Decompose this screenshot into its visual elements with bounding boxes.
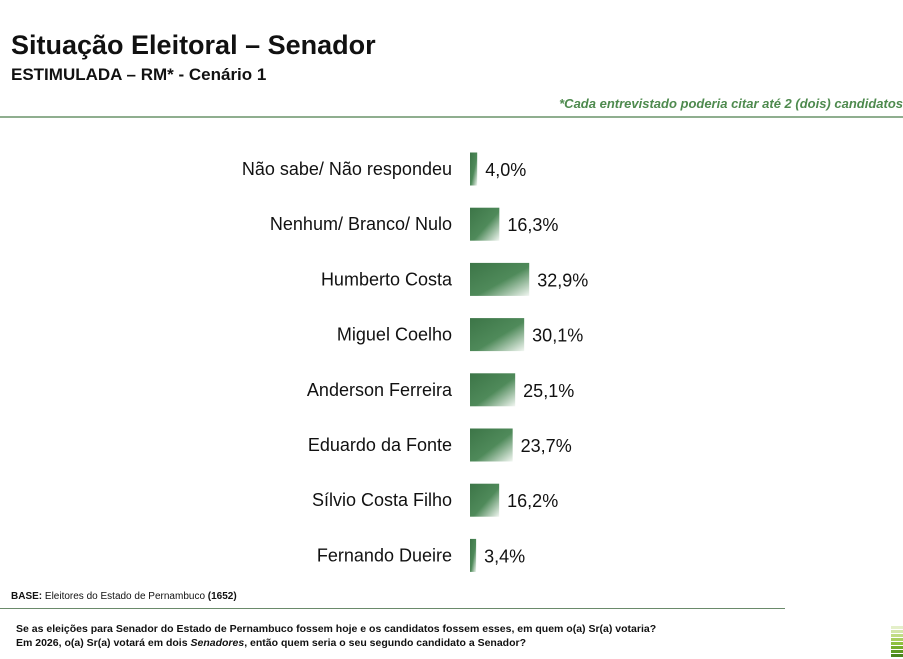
data-label: 32,9% <box>537 270 588 290</box>
question-line-2-emphasis: Senadores <box>190 637 245 649</box>
question-line-1: Se as eleições para Senador do Estado de… <box>16 623 657 635</box>
data-label: 3,4% <box>484 546 525 566</box>
data-label: 25,1% <box>523 381 574 401</box>
base-label: BASE: <box>11 591 43 602</box>
question-line-2-end: , então quem seria o seu segundo candida… <box>244 637 526 649</box>
category-label: Eduardo da Fonte <box>308 435 452 455</box>
data-label: 16,2% <box>507 491 558 511</box>
page-subtitle: ESTIMULADA – RM* - Cenário 1 <box>11 65 267 84</box>
bar <box>470 207 500 241</box>
page-title: Situação Eleitoral – Senador <box>11 30 376 60</box>
category-label: Anderson Ferreira <box>307 380 453 400</box>
data-label: 16,3% <box>507 215 558 235</box>
bar <box>470 373 516 407</box>
bar <box>470 538 477 572</box>
corner-logo-icon <box>891 626 903 657</box>
bar <box>470 152 478 186</box>
footnote-note: *Cada entrevistado poderia citar até 2 (… <box>559 96 903 111</box>
data-label: 30,1% <box>532 326 583 346</box>
category-label: Miguel Coelho <box>337 325 452 345</box>
base-count: (1652) <box>207 591 237 602</box>
bar <box>470 428 513 462</box>
base-text: Eleitores do Estado de Pernambuco <box>42 591 208 602</box>
bar-chart: Não sabe/ Não respondeu 4,0% Nenhum/ Branc… <box>242 152 588 572</box>
base-info: BASE: Eleitores do Estado de Pernambuco … <box>11 591 237 602</box>
header-divider <box>0 116 903 118</box>
bar <box>470 318 525 352</box>
category-label: Nenhum/ Branco/ Nulo <box>270 214 452 234</box>
bar <box>470 262 530 296</box>
category-label: Sílvio Costa Filho <box>312 490 452 510</box>
question-line-2: Em 2026, o(a) Sr(a) votará em dois Senad… <box>16 636 656 650</box>
category-label: Fernando Dueire <box>317 545 452 565</box>
category-label: Humberto Costa <box>321 269 453 289</box>
data-label: 23,7% <box>521 436 572 456</box>
footer-divider <box>0 608 785 609</box>
category-label: Não sabe/ Não respondeu <box>242 159 452 179</box>
survey-question: Se as eleições para Senador do Estado de… <box>16 622 656 650</box>
question-line-2-start: Em 2026, o(a) Sr(a) votará em dois <box>16 637 191 649</box>
data-label: 4,0% <box>485 160 526 180</box>
bar <box>470 483 500 517</box>
